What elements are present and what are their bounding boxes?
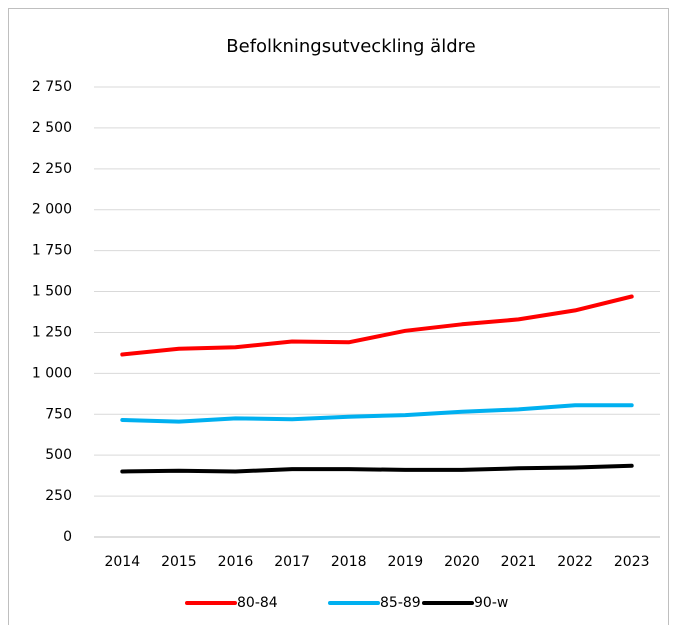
legend-label: 80-84 [237, 595, 278, 611]
y-tick-label: 0 [63, 529, 72, 545]
x-tick-label: 2015 [161, 554, 197, 570]
y-tick-label: 2 500 [32, 120, 72, 136]
y-tick-label: 2 750 [32, 79, 72, 95]
y-tick-label: 1 750 [32, 243, 72, 259]
x-tick-label: 2023 [614, 554, 650, 570]
x-tick-label: 2018 [331, 554, 367, 570]
series-line [120, 463, 634, 474]
y-tick-label: 1 000 [32, 365, 72, 381]
x-tick-label: 2016 [218, 554, 254, 570]
y-tick-label: 500 [45, 447, 72, 463]
x-tick-label: 2022 [557, 554, 593, 570]
y-tick-label: 1 500 [32, 284, 72, 300]
x-tick-label: 2021 [501, 554, 537, 570]
y-tick-label: 1 250 [32, 324, 72, 340]
chart-border [8, 8, 669, 625]
y-tick-label: 750 [45, 406, 72, 422]
series-line [120, 403, 634, 424]
y-tick-label: 250 [45, 488, 72, 504]
x-tick-label: 2017 [274, 554, 310, 570]
series-line [120, 294, 634, 357]
x-tick-label: 2019 [387, 554, 423, 570]
x-tick-label: 2020 [444, 554, 480, 570]
x-tick-label: 2014 [104, 554, 140, 570]
legend-label: 85-89 [380, 595, 421, 611]
y-tick-label: 2 000 [32, 202, 72, 218]
y-tick-label: 2 250 [32, 161, 72, 177]
chart-title: Befolkningsutveckling äldre [226, 36, 475, 57]
legend-label: 90-w [474, 595, 508, 611]
